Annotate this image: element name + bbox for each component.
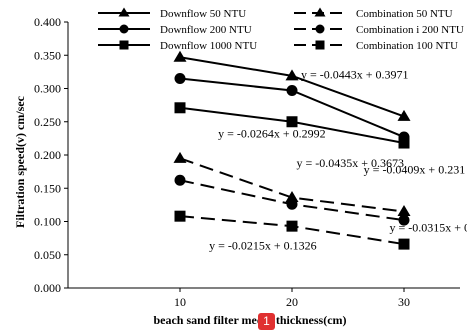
y-tick-label: 0.100 <box>34 215 61 229</box>
legend-label: Combination 50 NTU <box>356 8 453 20</box>
legend-item: Downflow 50 NTU <box>98 7 246 20</box>
trendline-equation: y = -0.0435x + 0.3673 <box>296 156 404 170</box>
data-point-square <box>174 210 186 222</box>
y-tick-label: 0.400 <box>34 15 61 29</box>
legend-item: Combination 100 NTU <box>294 40 458 52</box>
data-point-triangle <box>397 205 411 217</box>
y-tick-label: 0.200 <box>34 148 61 162</box>
data-point-square <box>315 40 325 50</box>
x-tick-label: 30 <box>398 295 410 309</box>
y-tick-label: 0.350 <box>34 48 61 62</box>
series-combination-100-ntu <box>174 210 410 250</box>
legend-label: Downflow 50 NTU <box>160 8 246 20</box>
legend-label: Downflow 1000 NTU <box>160 40 257 52</box>
legend-label: Combination 100 NTU <box>356 40 458 52</box>
legend: Downflow 50 NTU Combination 50 NTU Downflo… <box>98 7 464 52</box>
legend-item: Combination i 200 NTU <box>294 24 464 36</box>
series-downflow-1000-ntu <box>174 102 410 149</box>
legend-item: Downflow 200 NTU <box>98 24 252 36</box>
data-point-triangle <box>173 50 187 62</box>
data-point-square <box>398 238 410 250</box>
series-combination-50-ntu <box>173 151 411 217</box>
y-tick-label: 0.300 <box>34 82 61 96</box>
trendline-equation: y = -0.0443x + 0.3971 <box>301 68 409 82</box>
x-axis-title: beach sand filter media thickness(cm) <box>153 313 346 327</box>
legend-item: Combination 50 NTU <box>294 7 453 20</box>
axes: 0.000 0.050 0.100 0.150 0.200 0.250 0.300 0.350… <box>34 15 460 309</box>
trendline-equation: y = -0.0264x + 0.2992 <box>218 127 326 141</box>
data-point-triangle <box>397 109 411 121</box>
data-point-circle <box>286 198 298 210</box>
page-number-badge: 1 <box>258 313 275 330</box>
data-point-circle <box>174 174 186 186</box>
data-point-circle <box>315 24 325 34</box>
legend-label: Combination i 200 NTU <box>356 24 464 36</box>
legend-item: Downflow 1000 NTU <box>98 40 257 52</box>
data-point-triangle <box>285 191 299 203</box>
data-point-triangle <box>173 151 187 163</box>
annotation-layer: y = -0.0443x + 0.3971 y = -0.0264x + 0.29… <box>209 68 467 253</box>
data-point-square <box>119 40 129 50</box>
x-tick-label: 20 <box>286 295 298 309</box>
series-layer <box>173 50 411 250</box>
x-tick-label: 10 <box>174 295 186 309</box>
trendline-equation: y = -0.0315x + 0.1936 <box>389 220 467 234</box>
data-point-circle <box>286 84 298 96</box>
trendline-equation: y = -0.0409x + 0.231 <box>364 163 466 177</box>
data-point-triangle <box>314 7 326 17</box>
legend-label: Downflow 200 NTU <box>160 24 252 36</box>
series-downflow-50-ntu <box>173 50 411 121</box>
data-point-circle <box>174 73 186 85</box>
data-point-triangle <box>118 7 130 17</box>
trendline-equation: y = -0.0215x + 0.1326 <box>209 238 317 252</box>
data-point-square <box>286 220 298 232</box>
data-point-square <box>174 102 186 114</box>
y-tick-label: 0.000 <box>34 281 61 295</box>
y-axis-title: Filtration speed(v) cm/sec <box>13 95 27 228</box>
data-point-circle <box>119 24 129 34</box>
data-point-circle <box>398 214 410 226</box>
data-point-square <box>398 137 410 149</box>
series-combination-i-200-ntu <box>174 174 410 226</box>
y-tick-label: 0.250 <box>34 115 61 129</box>
data-point-triangle <box>285 69 299 81</box>
y-tick-label: 0.050 <box>34 248 61 262</box>
y-tick-label: 0.150 <box>34 181 61 195</box>
data-point-square <box>286 116 298 128</box>
